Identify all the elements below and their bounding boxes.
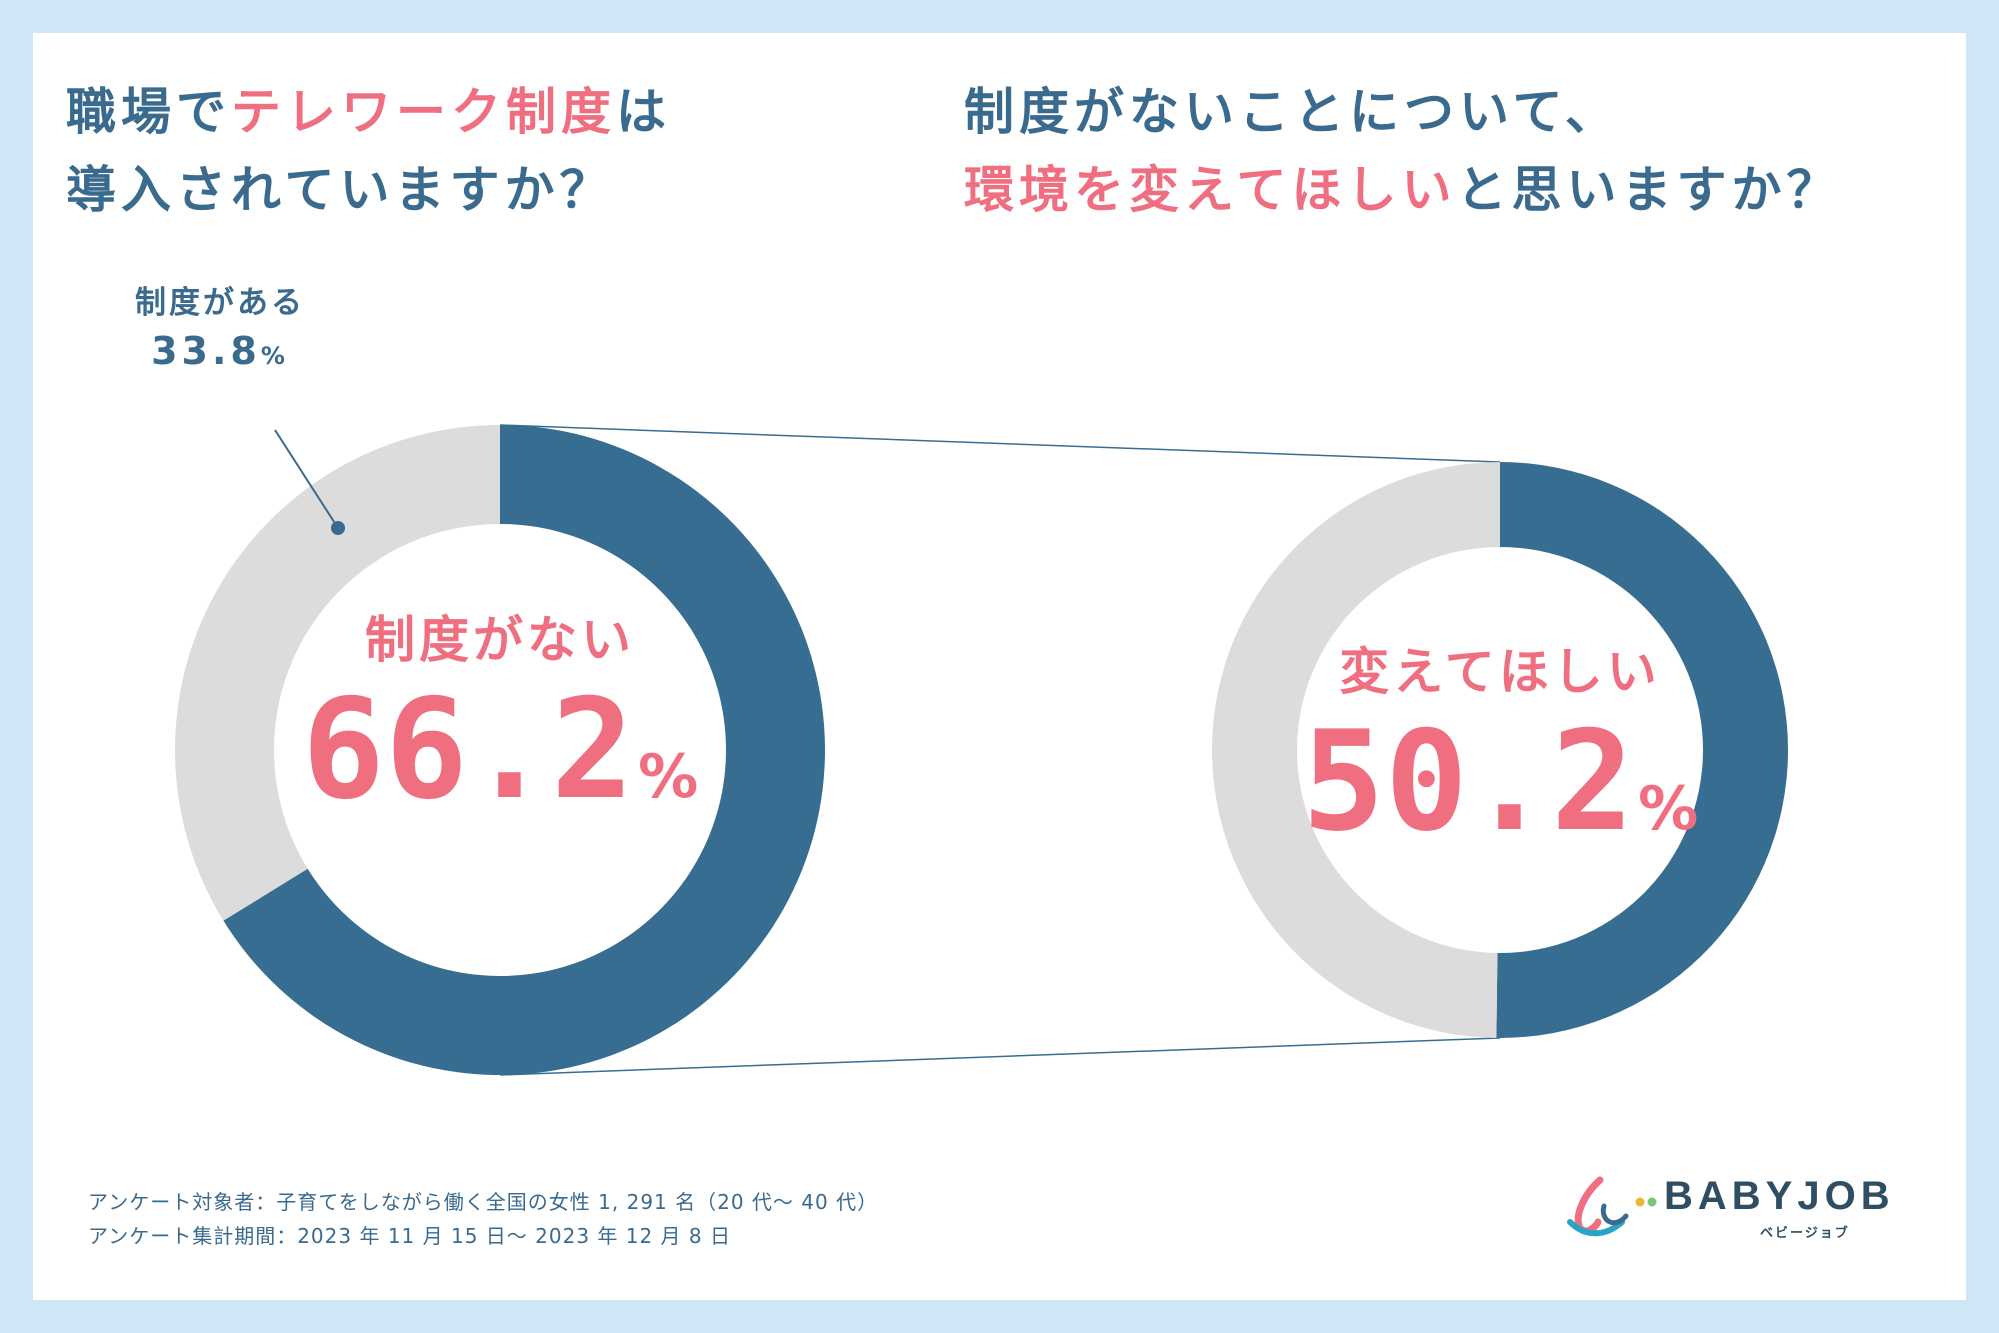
callout-value: 33.8 — [151, 329, 261, 373]
question-right-part2: と思いますか？ — [1456, 161, 1842, 219]
connector-line-bottom — [499, 1037, 1501, 1076]
center-value-right-number: 50.2 — [1301, 701, 1635, 862]
center-label-left: 制度がない 66.2% — [250, 605, 750, 852]
callout-label: 制度がある — [135, 285, 305, 321]
question-left-line1: 職場でテレワーク制度は — [66, 73, 671, 151]
question-right: 制度がないことについて、 環境を変えてほしいと思いますか？ — [964, 73, 1842, 229]
babyjob-logo-subtitle: ベビージョブ — [1760, 1226, 1850, 1241]
callout-leader-dot — [331, 521, 345, 535]
donut-right-slice-other — [1211, 462, 1500, 1038]
callout-unit: % — [260, 342, 289, 370]
donut-left — [174, 425, 826, 1075]
center-value-left-unit: % — [638, 742, 699, 812]
question-left: 職場でテレワーク制度は 導入されていますか？ — [66, 73, 671, 229]
donut-left-slice-has-system — [174, 425, 500, 921]
survey-target: アンケート対象者：子育てをしながら働く全国の女性 1, 291 名（20 代～ … — [88, 1190, 879, 1214]
donut-left-slice-no-system — [223, 425, 826, 1075]
question-left-part1: 職場で — [66, 83, 231, 141]
question-left-part3: は — [616, 83, 671, 141]
center-label-right-text: 変えてほしい — [1339, 643, 1661, 701]
center-label-left-text: 制度がない — [365, 611, 635, 669]
babyjob-logo: BABYJOB ベビージョブ — [1564, 1172, 1924, 1242]
survey-footer: アンケート対象者：子育てをしながら働く全国の女性 1, 291 名（20 代～ … — [88, 1185, 878, 1253]
infographic-card — [33, 33, 1966, 1300]
question-right-line1: 制度がないことについて、 — [964, 83, 1620, 141]
babyjob-logo-mark — [1567, 1176, 1657, 1237]
question-left-line2: 導入されていますか？ — [66, 161, 615, 219]
question-left-highlight: テレワーク制度 — [231, 83, 616, 141]
question-right-line2: 環境を変えてほしいと思いますか？ — [964, 151, 1842, 229]
question-right-highlight: 環境を変えてほしい — [964, 161, 1457, 219]
center-value-right: 50.2% — [1250, 707, 1750, 884]
center-value-left: 66.2% — [250, 675, 750, 852]
donut-right — [1211, 462, 1788, 1038]
connector-line-top — [499, 424, 1501, 463]
survey-period: アンケート集計期間：2023 年 11 月 15 日～ 2023 年 12 月 … — [88, 1224, 732, 1248]
center-value-right-unit: % — [1638, 774, 1699, 844]
babyjob-logo-wordmark: BABYJOB — [1664, 1174, 1895, 1218]
donut-right-slice-want-change — [1496, 462, 1788, 1038]
center-value-left-number: 66.2 — [301, 669, 635, 830]
callout-value-wrap: 33.8% — [100, 326, 340, 381]
center-label-right: 変えてほしい 50.2% — [1250, 637, 1750, 884]
callout-has-system: 制度がある 33.8% — [100, 280, 340, 381]
callout-leader-line — [274, 429, 339, 529]
